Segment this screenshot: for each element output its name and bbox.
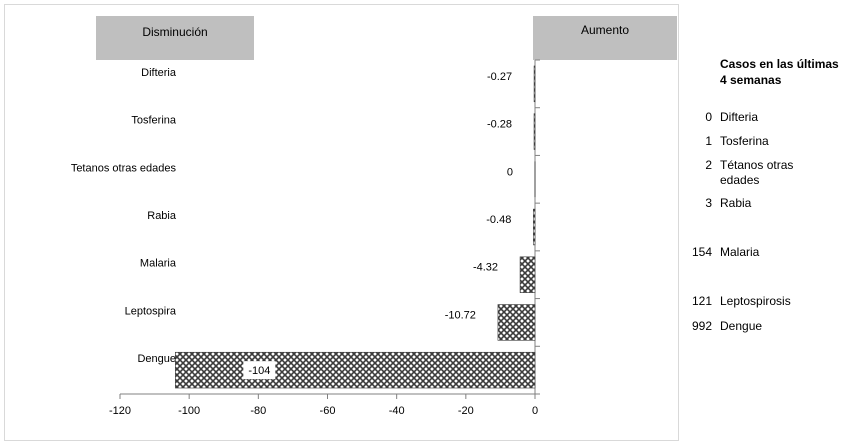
decrease-header: Disminución: [96, 16, 254, 60]
recent-cases-title: Casos en las últimas 4 semanas: [720, 57, 839, 87]
case-disease: Tosferina: [720, 134, 769, 148]
case-count: 121: [691, 294, 712, 308]
bar: [175, 351, 536, 389]
case-count: 1: [705, 134, 712, 148]
case-count: 0: [705, 110, 712, 124]
category-label: Malaria: [140, 258, 177, 270]
case-count: 992: [691, 319, 712, 333]
x-tick-label: -80: [250, 405, 266, 417]
category-label: Rabia: [147, 210, 177, 222]
value-label: -0.27: [487, 71, 512, 83]
category-label: Tetanos otras edades: [71, 162, 177, 174]
value-label: -4.32: [473, 262, 498, 274]
case-disease: Malaria: [720, 245, 760, 259]
x-tick-label: -60: [320, 405, 336, 417]
bar: [533, 208, 536, 246]
category-label: Dengue: [137, 353, 176, 365]
recent-cases-panel: Casos en las últimas 4 semanas 0 Difteri…: [680, 0, 848, 443]
x-tick-label: -120: [109, 405, 131, 417]
case-count: 2: [705, 158, 712, 172]
bar-chart: -120 -100 -80 -60 -40 -20 0 Difteria -0.27 Tosfer…: [71, 59, 540, 417]
bar: [533, 65, 536, 103]
case-count: 3: [705, 196, 712, 210]
case-count: 154: [691, 245, 712, 259]
value-label: 0: [507, 166, 513, 178]
value-label: -104: [248, 365, 270, 377]
category-label: Difteria: [141, 67, 177, 79]
x-tick-label: -20: [458, 405, 474, 417]
bar: [533, 113, 536, 150]
value-label: -10.72: [445, 309, 476, 321]
case-disease: Difteria: [720, 110, 759, 124]
value-label: -0.28: [487, 119, 512, 131]
case-disease: Rabia: [720, 196, 752, 210]
labels: -120 -100 -80 -60 -40 -20 0 Difteria -0.27 Tosfer…: [71, 67, 538, 417]
plot-frame: [4, 4, 679, 441]
category-label: Leptospira: [125, 305, 177, 317]
case-disease: Tétanos otras edades: [720, 158, 794, 187]
bars: [175, 65, 536, 389]
category-label: Tosferina: [131, 115, 177, 127]
increase-header: Aumento: [533, 16, 677, 60]
bar: [519, 256, 536, 293]
axes: [119, 59, 540, 399]
x-tick-label: -100: [178, 405, 200, 417]
value-label-box: [243, 361, 276, 380]
x-tick-label: 0: [532, 405, 538, 417]
value-label: -0.48: [486, 214, 511, 226]
case-disease: Leptospirosis: [720, 294, 791, 308]
bar: [497, 304, 536, 341]
case-disease: Dengue: [720, 319, 763, 333]
x-tick-label: -40: [389, 405, 405, 417]
